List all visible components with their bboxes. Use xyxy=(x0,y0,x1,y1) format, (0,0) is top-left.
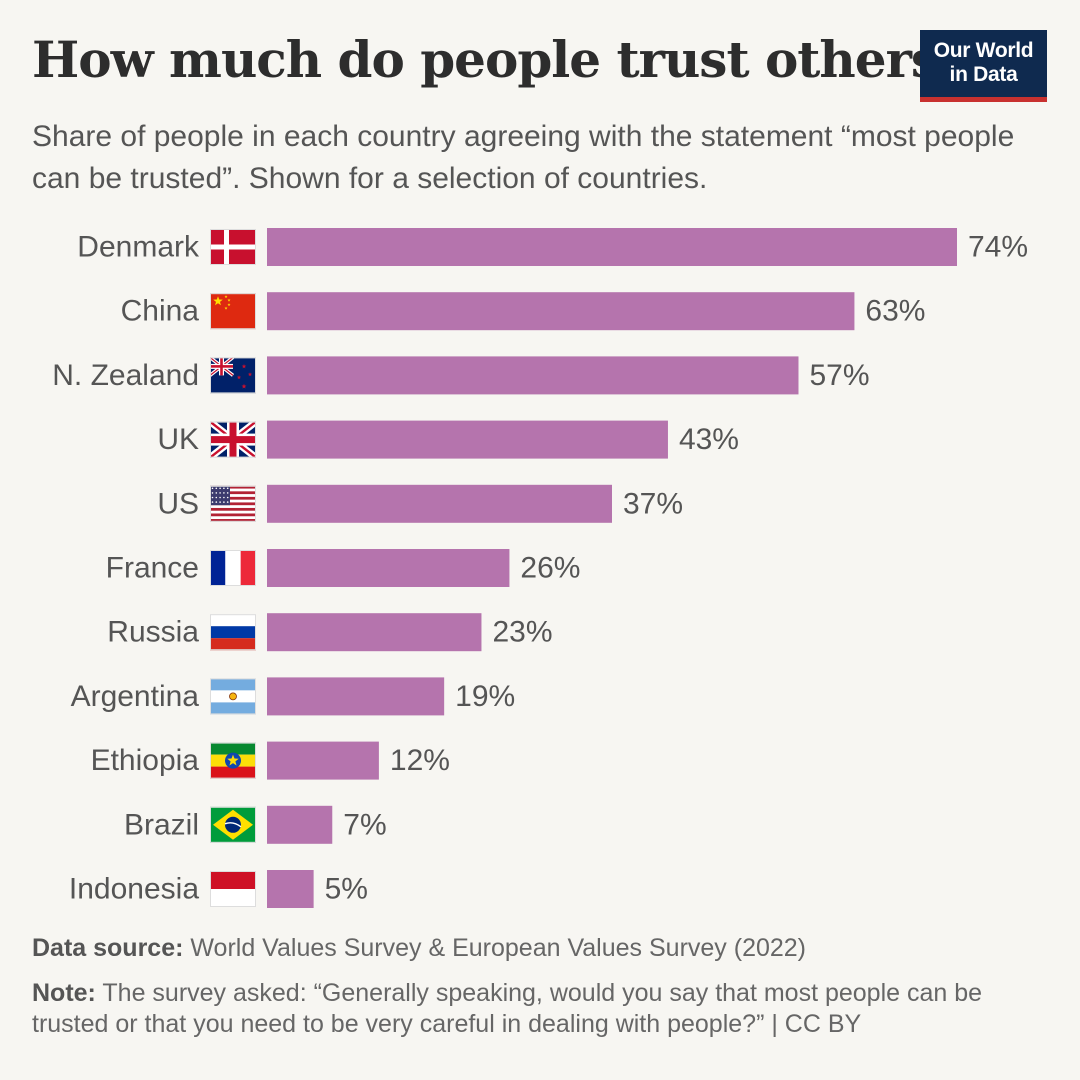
category-label: Russia xyxy=(107,616,199,649)
bar xyxy=(267,356,799,395)
logo-line-1: Our World xyxy=(933,39,1034,62)
ethiopia-flag-icon xyxy=(210,742,256,779)
bar xyxy=(267,741,379,780)
logo-line-2: in Data xyxy=(949,63,1018,86)
argentina-flag-icon xyxy=(210,678,256,715)
data-label: 63% xyxy=(865,295,925,328)
bar xyxy=(267,870,314,908)
data-label: 7% xyxy=(343,808,386,841)
data-label: 43% xyxy=(679,423,739,456)
category-label: Indonesia xyxy=(69,873,199,906)
denmark-flag-icon xyxy=(210,229,256,265)
data-label: 26% xyxy=(520,552,580,585)
category-label: Argentina xyxy=(71,680,200,713)
brazil-flag-icon xyxy=(210,806,256,843)
category-label: France xyxy=(106,552,199,585)
france-flag-icon xyxy=(210,550,256,586)
category-label: UK xyxy=(157,423,199,456)
data-label: 19% xyxy=(455,680,515,713)
data-label: 12% xyxy=(390,744,450,777)
data-label: 23% xyxy=(492,616,552,649)
indonesia-flag-icon xyxy=(210,871,256,907)
chart-title: How much do people trust others? xyxy=(32,30,967,89)
category-label: China xyxy=(121,295,200,328)
data-source: Data source: World Values Survey & Europ… xyxy=(32,934,806,963)
bar xyxy=(267,228,957,266)
note-text: The survey asked: “Generally speaking, w… xyxy=(32,979,983,1038)
bar xyxy=(267,484,612,523)
chart-note: Note: The survey asked: “Generally speak… xyxy=(32,978,1052,1040)
bar xyxy=(267,805,333,844)
data-label: 5% xyxy=(325,873,368,906)
note-label: Note: xyxy=(32,979,96,1007)
bar-chart: Denmark 74% China 63% N. Zealand 57% UK 43% US 37… xyxy=(52,228,1028,908)
bar xyxy=(267,292,855,331)
uk-flag-icon xyxy=(210,421,256,458)
us-flag-icon xyxy=(210,485,256,522)
bar xyxy=(267,549,510,587)
russia-flag-icon xyxy=(210,614,256,651)
category-label: US xyxy=(157,487,199,520)
bar xyxy=(267,677,445,716)
source-label: Data source: xyxy=(32,934,184,962)
data-label: 37% xyxy=(623,487,683,520)
data-label: 57% xyxy=(809,359,869,392)
category-label: N. Zealand xyxy=(52,359,199,392)
new-zealand-flag-icon xyxy=(210,357,256,394)
bar xyxy=(267,613,482,652)
source-text: World Values Survey & European Values Su… xyxy=(190,934,807,962)
category-label: Ethiopia xyxy=(91,744,200,777)
category-label: Denmark xyxy=(77,231,200,264)
owid-logo[interactable]: Our World in Data xyxy=(920,30,1047,102)
bar xyxy=(267,420,668,459)
category-label: Brazil xyxy=(124,808,199,841)
data-label: 74% xyxy=(968,231,1028,264)
china-flag-icon xyxy=(210,293,256,330)
chart-subtitle: Share of people in each country agreeing… xyxy=(32,120,1015,195)
